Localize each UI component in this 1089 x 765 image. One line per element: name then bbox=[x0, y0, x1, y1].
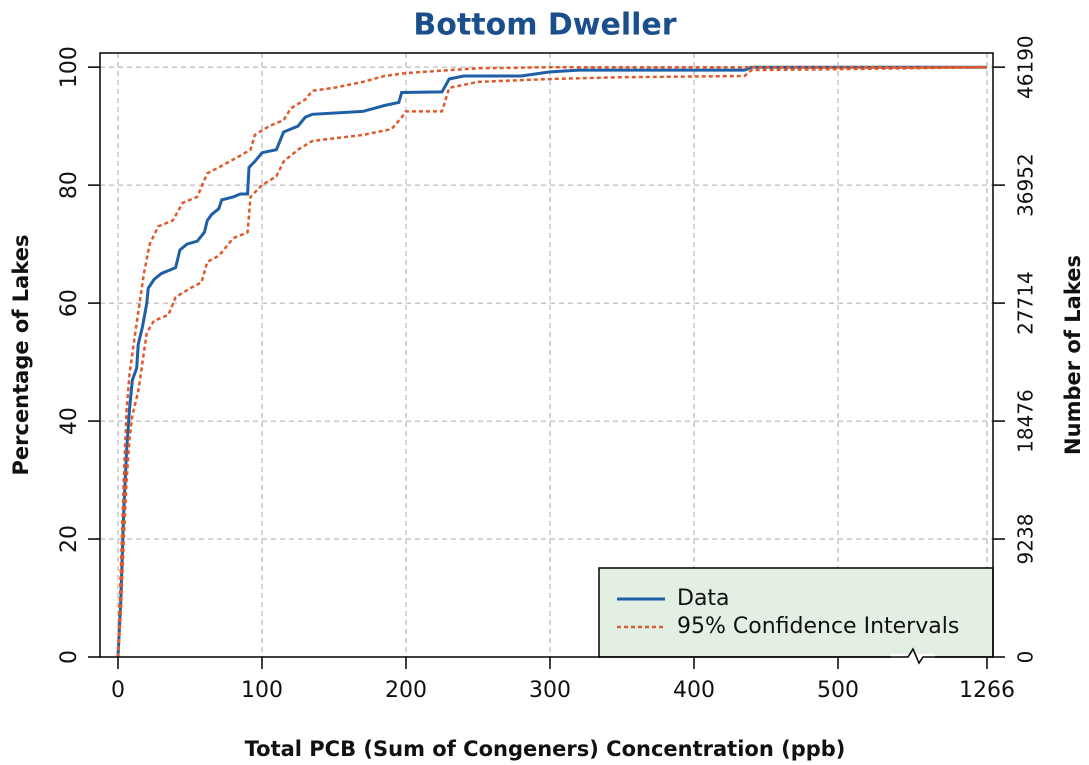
series-line bbox=[116, 65, 987, 658]
y-tick-label: 60 bbox=[57, 289, 82, 317]
axis-break bbox=[891, 647, 935, 665]
y-tick-label: 40 bbox=[57, 407, 82, 435]
legend-label: 95% Confidence Intervals bbox=[677, 614, 959, 639]
legend-label: Data bbox=[677, 586, 730, 611]
y-tick-label: 80 bbox=[57, 171, 82, 199]
series-line bbox=[116, 65, 987, 658]
y2-tick-label: 46190 bbox=[1014, 35, 1038, 99]
x-tick-label: 200 bbox=[385, 678, 427, 703]
y-tick-label: 0 bbox=[57, 650, 82, 664]
x-tick-label: 1266 bbox=[959, 678, 1015, 703]
x-tick-label: 100 bbox=[241, 678, 283, 703]
y-axis-label: Percentage of Lakes bbox=[9, 235, 33, 476]
x-tick-label: 0 bbox=[111, 678, 125, 703]
series-line bbox=[116, 65, 988, 658]
y2-tick-label: 27714 bbox=[1014, 271, 1038, 335]
y2-tick-label: 0 bbox=[1014, 651, 1038, 664]
y2-tick-label: 36952 bbox=[1014, 153, 1038, 217]
y-tick-label: 20 bbox=[57, 525, 82, 553]
y2-tick-label: 18476 bbox=[1014, 389, 1038, 453]
plot-frame bbox=[99, 52, 994, 658]
y2-axis-label: Number of Lakes bbox=[1061, 255, 1085, 455]
y-tick-label: 100 bbox=[57, 46, 82, 88]
x-tick-label: 300 bbox=[529, 678, 571, 703]
y2-tick-label: 9238 bbox=[1014, 514, 1038, 565]
x-tick-label: 400 bbox=[673, 678, 715, 703]
axis-break-gap bbox=[891, 654, 935, 660]
x-axis-label: Total PCB (Sum of Congeners) Concentrati… bbox=[245, 737, 846, 761]
chart-title: Bottom Dweller bbox=[413, 8, 676, 43]
legend-box bbox=[598, 567, 994, 658]
x-tick-label: 500 bbox=[817, 678, 859, 703]
